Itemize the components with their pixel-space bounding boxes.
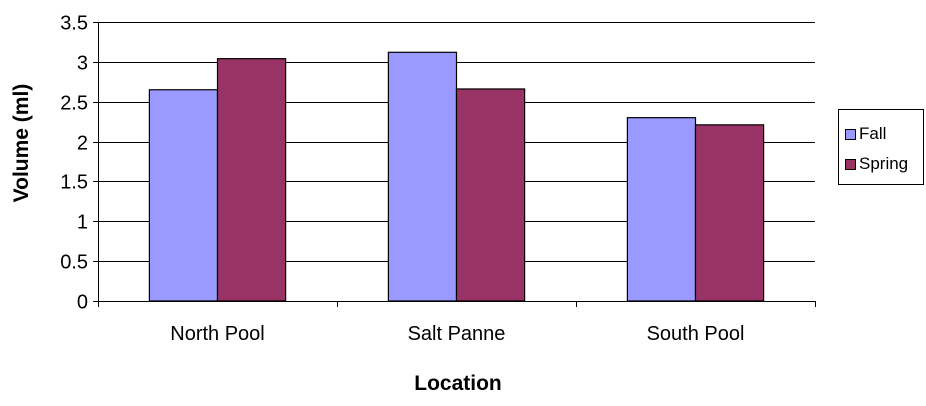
legend-swatch-fall <box>845 128 856 140</box>
x-tick-label: South Pool <box>647 323 745 345</box>
y-tick-label: 0 <box>77 292 88 314</box>
y-tick-label: 2.5 <box>60 93 88 115</box>
x-tick-label: Salt Panne <box>408 323 506 345</box>
legend-label-fall: Fall <box>859 124 887 143</box>
bar-fall-salt-panne <box>387 51 458 302</box>
y-axis-title: Volume (ml) <box>10 84 33 203</box>
x-axis-title: Location <box>414 372 502 395</box>
legend-item-fall: Fall <box>845 124 886 144</box>
bars <box>148 51 765 302</box>
axes <box>93 22 816 307</box>
y-tick-label: 3 <box>77 53 88 75</box>
bar-fall-north-pool <box>148 89 219 302</box>
legend-swatch-spring <box>845 158 856 170</box>
legend: Fall Spring <box>838 109 924 185</box>
y-tick-label: 2 <box>77 133 88 155</box>
bar-spring-south-pool <box>694 124 765 302</box>
y-tick-label: 1 <box>77 212 88 234</box>
bar-spring-salt-panne <box>455 88 526 302</box>
y-tick-label: 1.5 <box>60 172 88 194</box>
y-tick-label: 3.5 <box>60 13 88 35</box>
x-tick-label: North Pool <box>170 323 265 345</box>
legend-label-spring: Spring <box>859 154 909 173</box>
bar-spring-north-pool <box>216 58 287 302</box>
y-tick-label: 0.5 <box>60 252 88 274</box>
bar-fall-south-pool <box>626 117 697 302</box>
tick-labels: 0 0.5 1 1.5 2 2.5 3 3.5 North Pool Salt Panne Sout… <box>60 13 744 346</box>
legend-item-spring: Spring <box>845 154 908 174</box>
